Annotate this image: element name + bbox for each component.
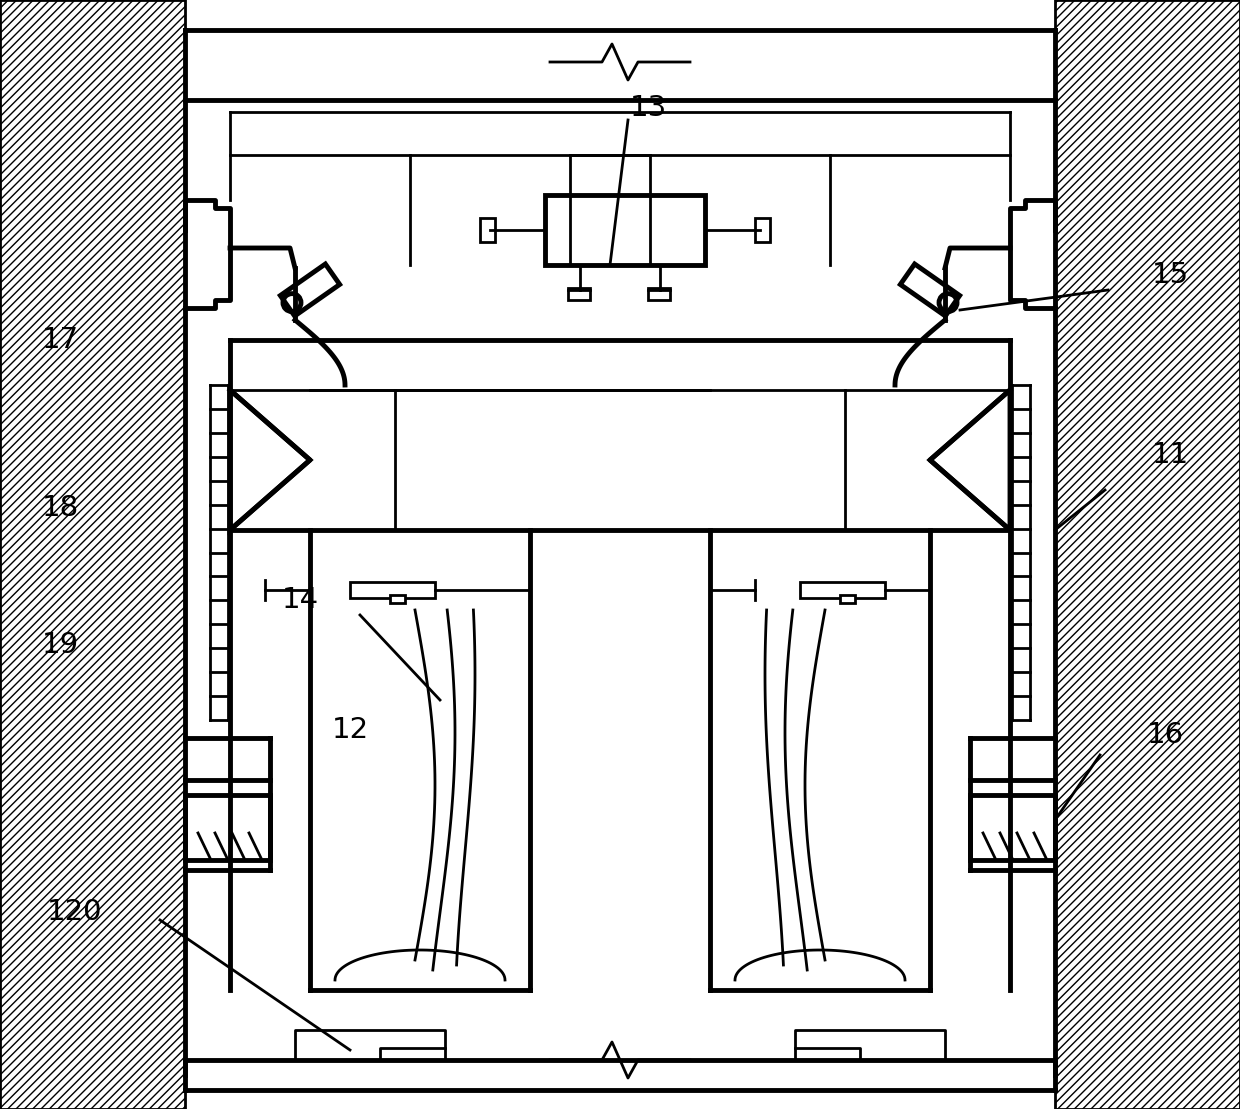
- Polygon shape: [229, 390, 310, 530]
- Polygon shape: [900, 264, 960, 316]
- Bar: [546, 195, 706, 265]
- Text: 19: 19: [41, 631, 78, 659]
- Bar: [185, 795, 270, 859]
- Text: 12: 12: [331, 716, 368, 744]
- Bar: [568, 288, 590, 301]
- Text: 14: 14: [281, 586, 319, 614]
- Text: 120: 120: [47, 898, 103, 926]
- Text: 18: 18: [41, 494, 78, 522]
- Text: 15: 15: [1152, 261, 1189, 289]
- Polygon shape: [930, 390, 1011, 530]
- Polygon shape: [0, 0, 185, 1109]
- Bar: [755, 218, 770, 242]
- Polygon shape: [1055, 0, 1240, 1109]
- Text: 13: 13: [630, 94, 667, 122]
- Bar: [800, 582, 885, 598]
- Bar: [649, 288, 670, 301]
- Bar: [480, 218, 495, 242]
- Bar: [391, 596, 405, 603]
- Text: 16: 16: [1147, 721, 1183, 749]
- Bar: [970, 795, 1055, 859]
- Bar: [350, 582, 435, 598]
- Text: 17: 17: [41, 326, 78, 354]
- Polygon shape: [280, 264, 340, 316]
- Text: 11: 11: [1152, 441, 1189, 469]
- Bar: [839, 596, 856, 603]
